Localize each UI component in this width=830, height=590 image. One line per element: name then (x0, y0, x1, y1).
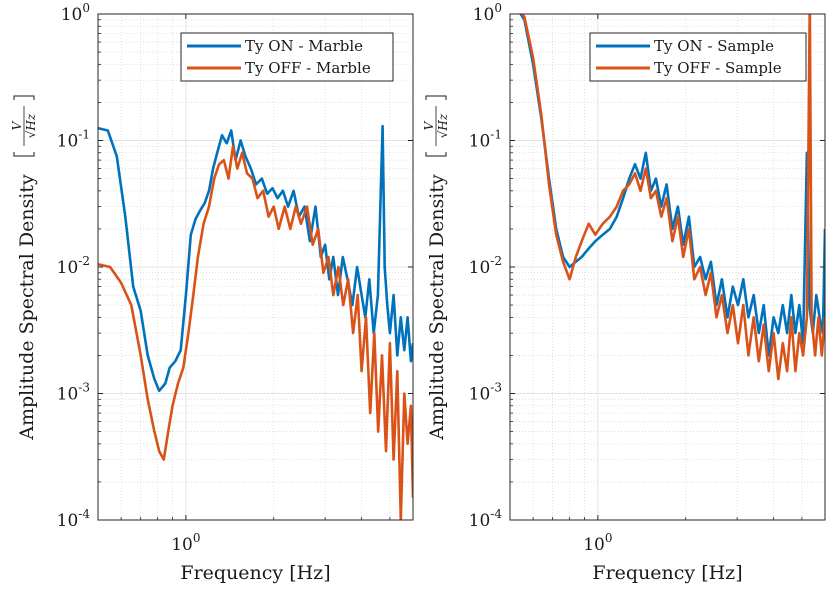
chart-right: 100 10-1 10-2 10-3 10-4 100 Frequency [Hz] Ampl… (422, 1, 826, 584)
y-tick-label: 100 (61, 1, 90, 25)
y-tick-label: 10-1 (469, 128, 502, 152)
series-line-0 (519, 14, 825, 357)
grid (510, 14, 825, 520)
legend-label-1: Ty OFF - Marble (245, 59, 371, 77)
legend-box (180, 32, 394, 82)
x-tick-label: 100 (171, 531, 200, 555)
unit-bracket-left (425, 152, 447, 157)
x-tick-label: 100 (583, 531, 612, 555)
series-line-1 (98, 145, 413, 520)
unit-bracket-right (425, 95, 447, 100)
y-tick-label: 10-2 (469, 254, 502, 278)
y-tick-label: 10-3 (469, 381, 502, 405)
series-group (98, 124, 413, 520)
unit-denominator: √Hz (24, 113, 38, 138)
legend-label-0: Ty ON - Sample (654, 37, 774, 55)
y-axis-unit: V √Hz (10, 95, 38, 157)
unit-denominator: √Hz (436, 113, 450, 138)
legend-box (589, 32, 807, 82)
y-tick-label: 10-4 (469, 507, 503, 531)
legend: Ty ON - Marble Ty OFF - Marble (180, 32, 394, 82)
y-axis-label: Amplitude Spectral Density (16, 174, 38, 441)
y-tick-label: 10-2 (57, 254, 90, 278)
series-line-1 (520, 14, 825, 381)
y-tick-label: 10-3 (57, 381, 90, 405)
series-group (519, 14, 825, 381)
legend-label-1: Ty OFF - Sample (654, 59, 782, 77)
unit-bracket-left (13, 152, 35, 157)
y-tick-label: 10-1 (57, 128, 90, 152)
y-axis-unit: V √Hz (422, 95, 450, 157)
legend-label-0: Ty ON - Marble (245, 37, 363, 55)
x-axis-label: Frequency [Hz] (180, 562, 330, 584)
legend: Ty ON - Sample Ty OFF - Sample (589, 32, 807, 82)
y-tick-label: 10-4 (57, 507, 91, 531)
y-tick-label: 100 (473, 1, 502, 25)
unit-bracket-right (13, 95, 35, 100)
y-axis-label: Amplitude Spectral Density (426, 174, 448, 441)
grid (98, 14, 413, 520)
unit-numerator: V (10, 120, 24, 130)
series-line-0 (98, 124, 413, 393)
unit-numerator: V (422, 120, 436, 130)
x-axis-label: Frequency [Hz] (592, 562, 742, 584)
chart-left: 100 10-1 10-2 10-3 10-4 100 Frequency [Hz] Ampl… (10, 1, 414, 584)
